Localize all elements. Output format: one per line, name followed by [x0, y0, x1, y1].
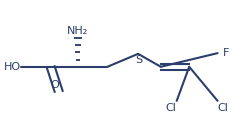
Text: Cl: Cl	[218, 103, 229, 113]
Text: S: S	[136, 55, 143, 65]
Text: O: O	[51, 80, 60, 90]
Text: HO: HO	[4, 62, 21, 72]
Text: Cl: Cl	[166, 103, 177, 113]
Text: F: F	[223, 48, 230, 58]
Text: NH₂: NH₂	[67, 26, 88, 36]
